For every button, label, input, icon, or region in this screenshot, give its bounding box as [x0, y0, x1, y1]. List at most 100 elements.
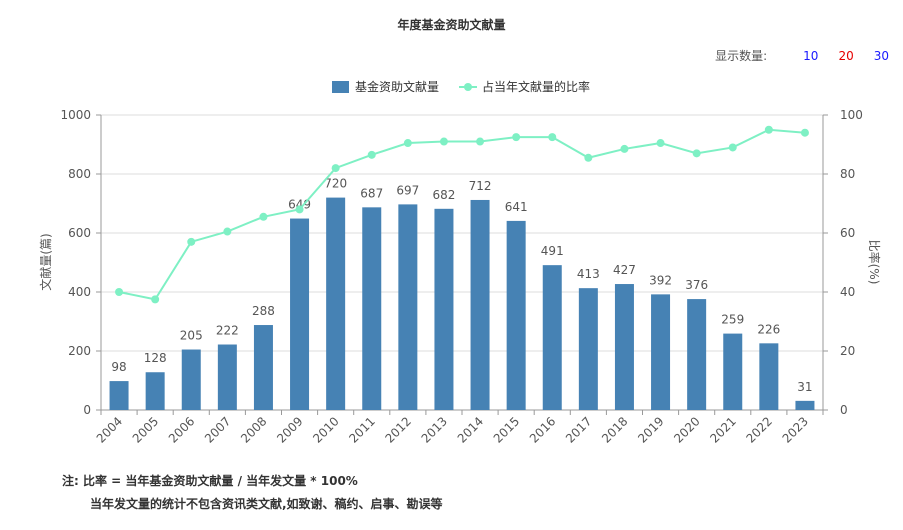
x-tick-label: 2017	[563, 414, 594, 445]
ratio-point	[656, 139, 665, 148]
x-tick-label: 2021	[707, 414, 738, 445]
bar	[362, 207, 382, 410]
y-tick-right-label: 40	[840, 285, 855, 299]
ratio-point	[620, 144, 629, 153]
bar-value-label: 720	[324, 177, 347, 191]
x-tick-label: 2010	[310, 414, 341, 445]
ratio-point	[692, 149, 701, 158]
legend-bar-swatch[interactable]	[332, 81, 349, 93]
display-count-option-10[interactable]: 10	[803, 48, 819, 63]
bar	[253, 325, 273, 410]
bar	[578, 288, 598, 410]
bar-value-label: 288	[252, 304, 275, 318]
bar-value-label: 392	[649, 273, 672, 287]
bar-value-label: 226	[757, 322, 780, 336]
bar	[651, 294, 671, 410]
chart-title: 年度基金资助文献量	[397, 18, 506, 32]
bar-value-label: 98	[111, 360, 126, 374]
y-tick-right-label: 80	[840, 167, 855, 181]
bar	[326, 197, 346, 410]
y-tick-right-label: 100	[840, 108, 863, 122]
y-ticks-right: 0 20 40 60 80 100	[823, 108, 863, 417]
bar-value-label: 649	[288, 198, 311, 212]
x-tick-label: 2019	[635, 414, 666, 445]
y-tick-left-label: 400	[68, 285, 91, 299]
bar-value-labels: 98 128 205 222 288 649 720 687 697 682 712 641 491 41…	[111, 177, 812, 394]
x-tick-label: 2022	[743, 414, 774, 445]
x-tick-label: 2015	[491, 414, 522, 445]
bar	[398, 204, 418, 410]
bar-series	[109, 197, 815, 410]
ratio-point	[548, 133, 557, 142]
display-count-option-20[interactable]: 20	[838, 48, 854, 63]
bar-value-label: 259	[721, 313, 744, 327]
ratio-point	[151, 295, 160, 304]
bar-value-label: 376	[685, 278, 708, 292]
y-tick-right-label: 20	[840, 344, 855, 358]
x-tick-label: 2006	[166, 414, 197, 445]
ratio-point	[115, 288, 124, 296]
display-count-label: 显示数量:	[715, 49, 768, 63]
legend-line-label[interactable]: 占当年文献量的比率	[482, 79, 590, 94]
y-axis-right-title: 比率(%)	[867, 240, 882, 285]
x-tick-label: 2014	[455, 414, 486, 445]
x-tick-label: 2005	[130, 414, 161, 445]
bar-value-label: 128	[144, 351, 167, 365]
ratio-point	[439, 137, 448, 146]
legend-bar-label[interactable]: 基金资助文献量	[355, 79, 439, 94]
bar	[217, 344, 237, 410]
x-tick-label: 2012	[382, 414, 413, 445]
y-tick-left-label: 1000	[60, 108, 91, 122]
ratio-point	[728, 143, 737, 152]
legend-line-marker[interactable]	[464, 83, 472, 91]
bar-value-label: 682	[432, 188, 455, 202]
line-series	[115, 125, 809, 304]
y-tick-right-label: 0	[840, 403, 848, 417]
x-tick-label: 2008	[238, 414, 269, 445]
footnote-exclusion: 当年发文量的统计不包含资讯类文献,如致谢、稿约、启事、勘误等	[90, 497, 443, 511]
ratio-point	[187, 237, 196, 246]
ratio-point	[800, 128, 809, 137]
x-tick-label: 2011	[346, 414, 377, 445]
x-tick-label: 2009	[274, 414, 305, 445]
bar	[181, 349, 201, 410]
legend: 基金资助文献量 占当年文献量的比率	[332, 79, 590, 94]
y-tick-left-label: 600	[68, 226, 91, 240]
y-tick-right-label: 60	[840, 226, 855, 240]
bar-value-label: 427	[613, 263, 636, 277]
ratio-point	[331, 164, 340, 173]
x-tick-label: 2020	[671, 414, 702, 445]
x-tick-label: 2018	[599, 414, 630, 445]
bar-value-label: 205	[180, 329, 203, 343]
chart-canvas: 基金资助文献量 占当年文献量的比率 文献量(篇) 比率(%) 0 200 400 60…	[38, 79, 882, 446]
bar-value-label: 697	[396, 183, 419, 197]
y-ticks-left: 0 200 400 600 800 1000	[60, 108, 101, 417]
ratio-point	[476, 137, 485, 146]
ratio-point	[764, 125, 773, 134]
x-tick-label: 2007	[202, 414, 233, 445]
display-count-option-30[interactable]: 30	[873, 48, 889, 63]
bar	[542, 265, 562, 410]
y-axis-left-title: 文献量(篇)	[38, 233, 53, 290]
ratio-point	[512, 133, 521, 142]
bar	[109, 381, 129, 410]
ratio-point	[295, 205, 304, 214]
bar-value-label: 222	[216, 324, 239, 338]
ratio-point	[223, 227, 232, 236]
bar	[506, 220, 526, 410]
bar	[614, 284, 634, 410]
bar-value-label: 413	[577, 267, 600, 281]
bar-value-label: 491	[541, 244, 564, 258]
bar	[759, 343, 779, 410]
bar	[470, 199, 490, 410]
ratio-line	[118, 128, 806, 301]
bar	[687, 299, 707, 410]
bar	[290, 218, 310, 410]
bar	[795, 400, 815, 410]
x-tick-label: 2013	[419, 414, 450, 445]
bar	[434, 208, 454, 410]
x-tick-label: 2004	[94, 414, 125, 445]
y-tick-left-label: 200	[68, 344, 91, 358]
bar-value-label: 641	[505, 200, 528, 214]
y-tick-left-label: 800	[68, 167, 91, 181]
